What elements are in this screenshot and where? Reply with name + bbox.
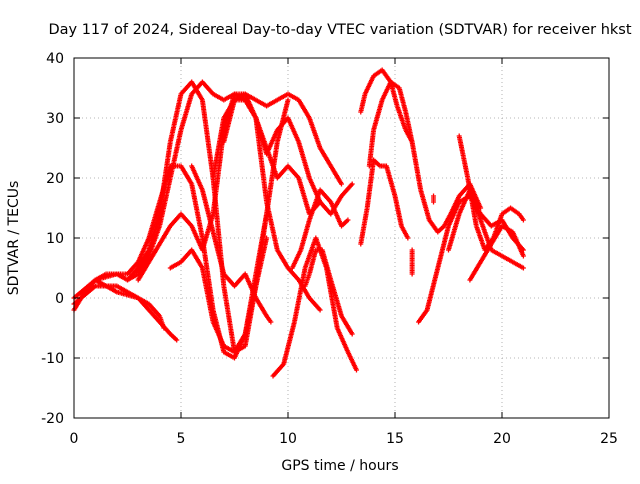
data-points [71, 67, 526, 379]
series-arc-j [221, 97, 323, 205]
series-arc-s [446, 187, 526, 271]
data-point [520, 217, 526, 223]
data-point [349, 181, 355, 187]
series-arc-h [189, 163, 274, 325]
data-point [349, 331, 355, 337]
axis-ticks: 0 5 10 15 20 25 -20 -10 0 10 20 30 40 [41, 51, 618, 447]
y-tick-label: -10 [41, 351, 64, 367]
data-point [285, 97, 291, 103]
data-point [353, 367, 359, 373]
data-point [345, 217, 351, 223]
y-tick-label: 30 [46, 111, 64, 127]
data-point [339, 181, 344, 187]
data-point [405, 235, 411, 241]
series-arc-m [302, 247, 355, 337]
y-axis-label: SDTVAR / TECUs [6, 181, 22, 296]
y-tick-label: 10 [46, 231, 64, 247]
chart-title: Day 117 of 2024, Sidereal Day-to-day VTE… [48, 22, 631, 38]
data-point [520, 253, 526, 259]
series-arc-p [366, 79, 484, 235]
series-arc-u [409, 247, 415, 277]
series-arc-o [358, 157, 411, 247]
data-point [431, 193, 437, 199]
series-arc-t [467, 223, 526, 283]
x-tick-label: 15 [386, 431, 404, 447]
series-arc-r [456, 133, 526, 253]
y-tick-label: 0 [55, 291, 64, 307]
data-point [174, 337, 180, 343]
y-tick-label: 40 [46, 51, 64, 67]
series-arc-l [289, 187, 351, 271]
x-tick-label: 20 [493, 431, 511, 447]
data-point [161, 325, 167, 331]
x-tick-label: 5 [177, 431, 186, 447]
data-point [317, 199, 323, 205]
data-point [520, 265, 526, 271]
x-axis-label: GPS time / hours [281, 458, 398, 474]
x-tick-label: 25 [600, 431, 618, 447]
x-tick-label: 10 [279, 431, 297, 447]
data-point [317, 307, 323, 313]
data-point [268, 319, 274, 325]
data-point [409, 247, 415, 253]
y-tick-label: -20 [41, 411, 64, 427]
series-arc-v [431, 193, 437, 205]
series-arc-g [167, 97, 291, 355]
x-tick-label: 0 [70, 431, 79, 447]
series-arc-f [92, 277, 167, 331]
y-tick-label: 20 [46, 171, 64, 187]
